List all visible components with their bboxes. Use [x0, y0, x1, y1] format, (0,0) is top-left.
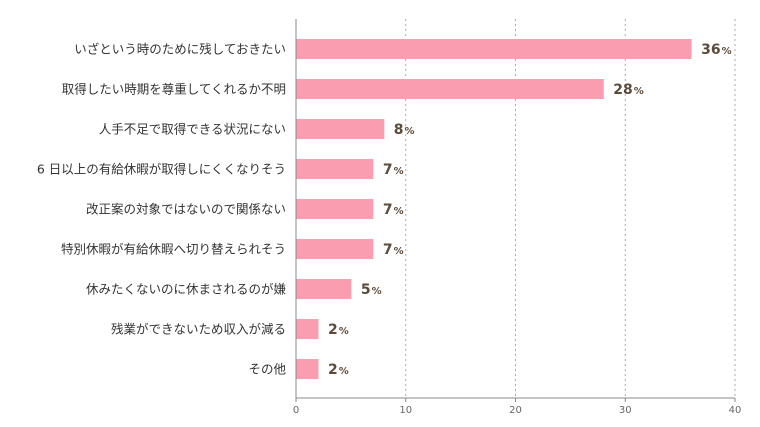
tick-label-40: 40: [729, 405, 742, 416]
value-label-7: 2%: [328, 322, 349, 338]
bar-7: [296, 319, 319, 339]
value-label-1: 28%: [613, 82, 644, 98]
tick-label-30: 30: [619, 405, 632, 416]
category-label-3: 6 日以上の有給休暇が取得しにくくなりそう: [37, 162, 286, 177]
value-label-3: 7%: [383, 162, 404, 178]
category-label-1: 取得したい時期を尊重してくれるか不明: [62, 82, 286, 97]
grid-lines: [405, 19, 736, 398]
bar-6: [296, 279, 352, 299]
tick-label-0: 0: [293, 405, 299, 416]
value-labels: 36% 28% 8% 7% 7% 7% 5% 2% 2%: [328, 42, 732, 378]
tick-labels: 0 10 20 30 40: [293, 405, 742, 416]
category-labels: いざという時のために残しておきたい取得したい時期を尊重してくれるか不明人手不足で…: [37, 42, 287, 377]
bar-2: [296, 119, 385, 139]
category-label-6: 休みたくないのに休まされるのが嫌: [86, 282, 286, 297]
category-label-0: いざという時のために残しておきたい: [74, 42, 286, 57]
bars: [296, 39, 692, 379]
value-label-8: 2%: [328, 362, 349, 378]
category-label-2: 人手不足で取得できる状況にない: [99, 122, 286, 137]
category-label-8: その他: [248, 362, 286, 377]
value-label-2: 8%: [394, 122, 415, 138]
category-label-7: 残業ができないため収入が減る: [111, 322, 286, 337]
bar-1: [296, 79, 604, 99]
tick-label-10: 10: [399, 405, 412, 416]
tick-label-20: 20: [509, 405, 522, 416]
value-label-5: 7%: [383, 242, 404, 258]
value-label-4: 7%: [383, 202, 404, 218]
bar-5: [296, 239, 374, 259]
value-label-6: 5%: [361, 282, 382, 298]
category-label-4: 改正案の対象ではないので関係ない: [86, 202, 286, 217]
bar-8: [296, 359, 319, 379]
bar-4: [296, 199, 374, 219]
axes: [295, 19, 736, 402]
bar-0: [296, 39, 692, 59]
category-label-5: 特別休暇が有給休暇へ切り替えられそう: [61, 242, 286, 257]
value-label-0: 36%: [701, 42, 732, 58]
bar-3: [296, 159, 374, 179]
